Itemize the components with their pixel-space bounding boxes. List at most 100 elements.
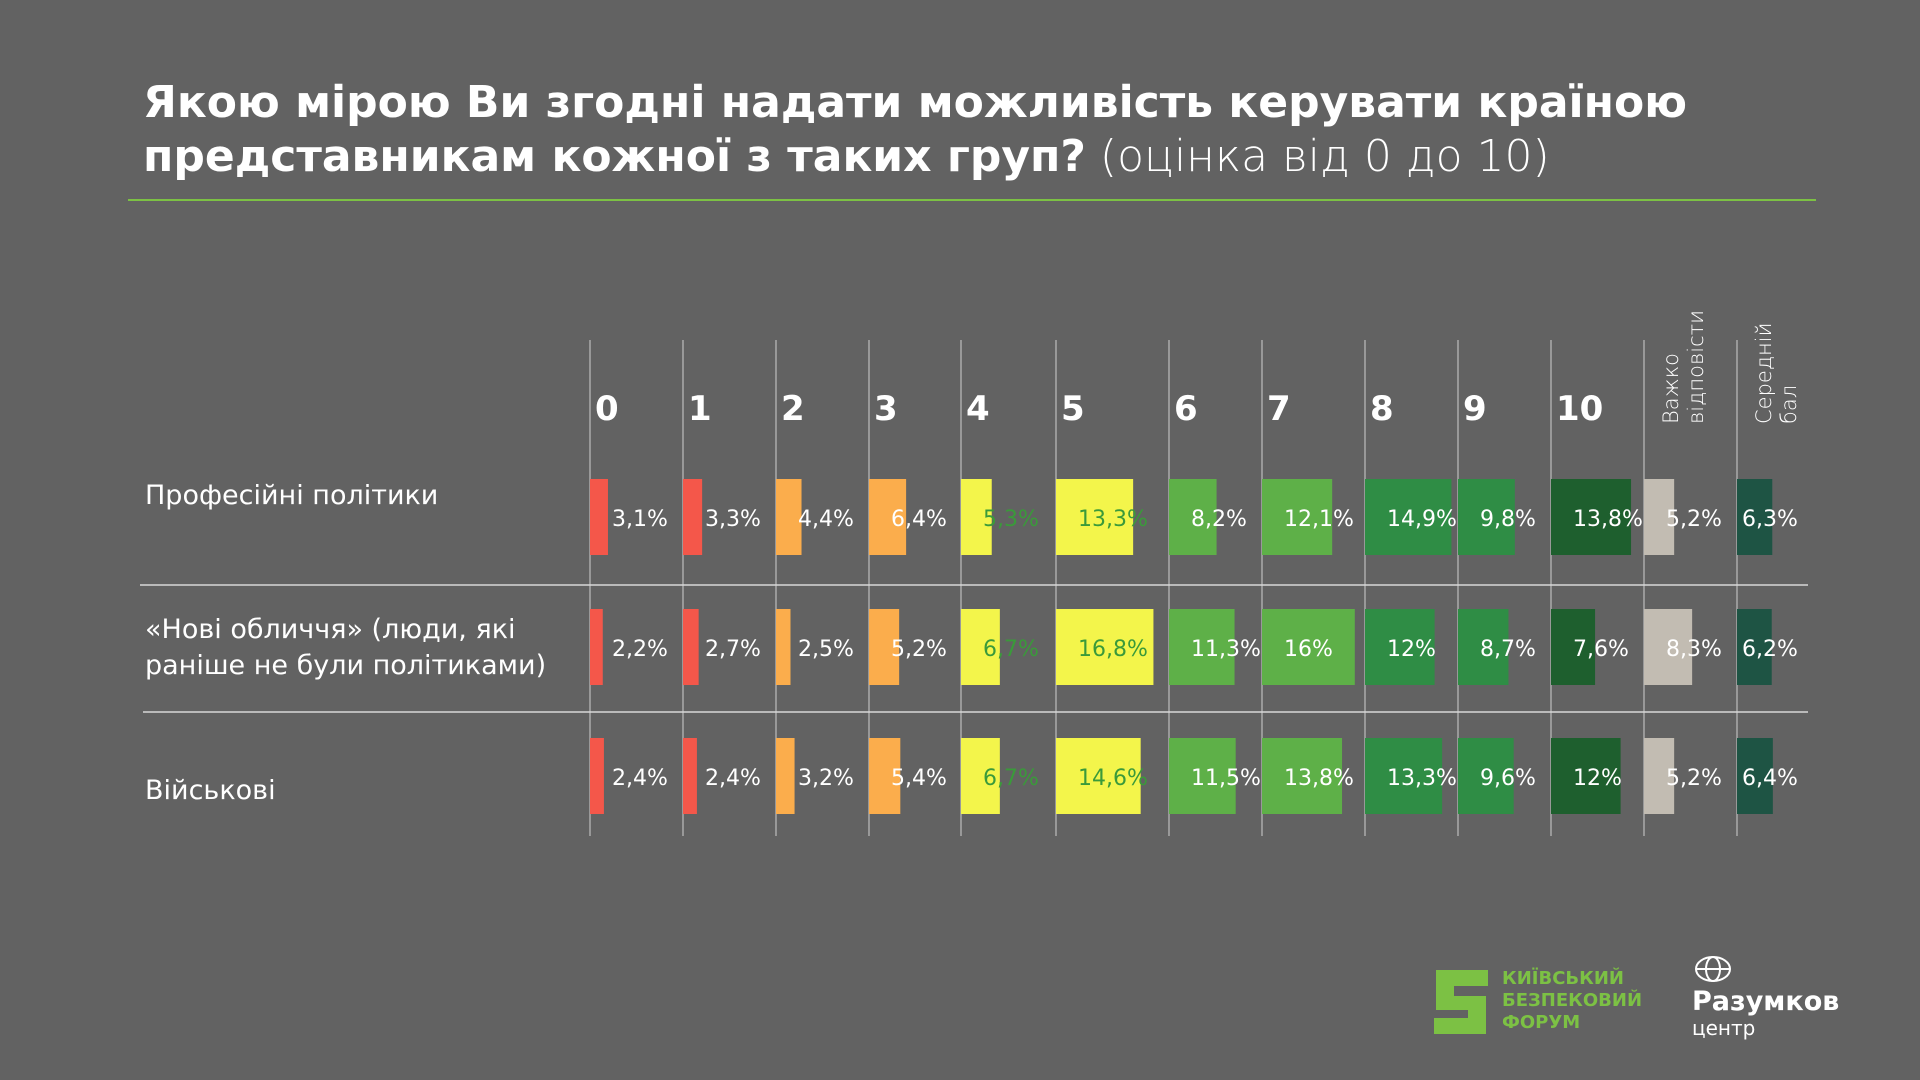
bar-row1-col2 — [776, 609, 791, 685]
bar-row1-col8 — [1365, 609, 1435, 685]
bar-label-row0-col11: 5,2% — [1666, 507, 1722, 532]
bar-row0-col10 — [1551, 479, 1632, 555]
bar-label-row2-col9: 9,6% — [1480, 766, 1536, 791]
bar-row2-col10 — [1551, 738, 1621, 814]
bar-label-row1-col11: 8,3% — [1666, 637, 1722, 662]
column-header-3: 3 — [874, 389, 898, 429]
bar-row1-col7 — [1262, 609, 1355, 685]
bar-label-row0-col8: 14,9% — [1387, 507, 1457, 532]
bar-row0-col7 — [1262, 479, 1333, 555]
bar-label-row1-col7: 16% — [1284, 637, 1333, 662]
bar-row2-col6 — [1169, 738, 1236, 814]
bar-label-row1-col4: 6,7% — [983, 637, 1039, 662]
bar-label-row2-col6: 11,5% — [1191, 766, 1261, 791]
column-header-9: 9 — [1463, 389, 1487, 429]
bar-row0-col9 — [1458, 479, 1515, 555]
bar-row0-col2 — [776, 479, 802, 555]
column-header-rotated-11: Важко відповісти — [1659, 310, 1708, 424]
razumkov-name: Разумков — [1692, 986, 1840, 1017]
bar-label-row0-col4: 5,3% — [983, 507, 1039, 532]
bar-row0-col5 — [1056, 479, 1134, 555]
bar-label-row2-col0: 2,4% — [612, 766, 668, 791]
bar-label-row0-col5: 13,3% — [1078, 507, 1148, 532]
bar-row2-col2 — [776, 738, 795, 814]
column-header-7: 7 — [1267, 389, 1291, 429]
bar-label-row2-col5: 14,6% — [1078, 766, 1148, 791]
bar-row1-col3 — [869, 609, 900, 685]
bar-label-row2-col4: 6,7% — [983, 766, 1039, 791]
globe-icon — [1695, 956, 1731, 982]
column-header-8: 8 — [1370, 389, 1394, 429]
bar-label-row2-col7: 13,8% — [1284, 766, 1354, 791]
bar-label-row1-col8: 12% — [1387, 637, 1436, 662]
bar-label-row2-col11: 5,2% — [1666, 766, 1722, 791]
row-label-new-faces: «Нові обличчя» (люди, які раніше не були… — [145, 614, 547, 681]
bar-row2-col8 — [1365, 738, 1443, 814]
chart-title: Якою мірою Ви згодні надати можливість к… — [143, 76, 1843, 184]
title-main: Якою мірою Ви згодні надати можливість к… — [143, 77, 1687, 182]
bar-row1-col4 — [961, 609, 1000, 685]
bar-row0-col1 — [683, 479, 703, 555]
bar-label-row1-col1: 2,7% — [705, 637, 761, 662]
column-header-hard-to-answer-line-1: відповісти — [1684, 310, 1708, 424]
bar-row0-col3 — [869, 479, 907, 555]
bar-row2-col11 — [1644, 738, 1675, 814]
column-header-1: 1 — [688, 389, 712, 429]
bar-row0-col0 — [590, 479, 608, 555]
bar-label-row0-col3: 6,4% — [891, 507, 947, 532]
column-header-hard-to-answer-line-0: Важко — [1659, 353, 1683, 424]
bar-row1-col11 — [1644, 609, 1693, 685]
column-header-4: 4 — [966, 389, 990, 429]
mean-label-row0: 6,3% — [1742, 507, 1798, 532]
bar-row2-col4 — [961, 738, 1000, 814]
razumkov-sub: центр — [1692, 1016, 1756, 1040]
bar-row1-col9 — [1458, 609, 1509, 685]
bar-row1-col6 — [1169, 609, 1235, 685]
title-divider — [128, 199, 1816, 201]
bar-label-row0-col7: 12,1% — [1284, 507, 1354, 532]
row-label-professional-politicians: Професійні політики — [145, 480, 439, 511]
bar-label-row1-col6: 11,3% — [1191, 637, 1261, 662]
bar-row0-col6 — [1169, 479, 1217, 555]
column-header-6: 6 — [1174, 389, 1198, 429]
bar-row1-col1 — [683, 609, 699, 685]
bar-row2-col1 — [683, 738, 697, 814]
bar-label-row2-col8: 13,3% — [1387, 766, 1457, 791]
bar-label-row1-col10: 7,6% — [1573, 637, 1629, 662]
column-header-mean-score-line-0: Середній — [1752, 323, 1776, 424]
bar-row0-col11 — [1644, 479, 1675, 555]
kbf-logo: КИЇВСЬКИЙ БЕЗПЕКОВИЙ ФОРУМ — [1430, 968, 1650, 1040]
column-header-5: 5 — [1061, 389, 1085, 429]
bar-label-row0-col6: 8,2% — [1191, 507, 1247, 532]
mean-label-row2: 6,4% — [1742, 766, 1798, 791]
bar-label-row1-col2: 2,5% — [798, 637, 854, 662]
bar-label-row0-col0: 3,1% — [612, 507, 668, 532]
bar-label-row2-col1: 2,4% — [705, 766, 761, 791]
bar-label-row1-col3: 5,2% — [891, 637, 947, 662]
bar-label-row0-col2: 4,4% — [798, 507, 854, 532]
column-header-mean-score-line-1: бал — [1777, 385, 1801, 424]
column-header-2: 2 — [781, 389, 805, 429]
kbf-mark-icon — [1434, 970, 1488, 1034]
bar-row1-col0 — [590, 609, 603, 685]
bar-label-row2-col2: 3,2% — [798, 766, 854, 791]
bar-label-row1-col9: 8,7% — [1480, 637, 1536, 662]
bar-label-row0-col10: 13,8% — [1573, 507, 1643, 532]
mean-bar-row1 — [1737, 609, 1772, 685]
bar-row1-col5 — [1056, 609, 1154, 685]
column-header-10: 10 — [1556, 389, 1603, 429]
bar-row2-col9 — [1458, 738, 1514, 814]
mean-bar-row2 — [1737, 738, 1773, 814]
bar-label-row2-col10: 12% — [1573, 766, 1622, 791]
bar-row2-col7 — [1262, 738, 1343, 814]
bar-row2-col0 — [590, 738, 604, 814]
kbf-logo-text: КИЇВСЬКИЙ БЕЗПЕКОВИЙ ФОРУМ — [1502, 968, 1643, 1033]
bar-label-row2-col3: 5,4% — [891, 766, 947, 791]
title-suffix: (оцінка від 0 до 10) — [1085, 131, 1550, 182]
mean-label-row1: 6,2% — [1742, 637, 1798, 662]
bar-row2-col5 — [1056, 738, 1141, 814]
razumkov-logo: Разумков центр — [1690, 955, 1850, 1045]
bar-row2-col3 — [869, 738, 901, 814]
mean-bar-row0 — [1737, 479, 1773, 555]
